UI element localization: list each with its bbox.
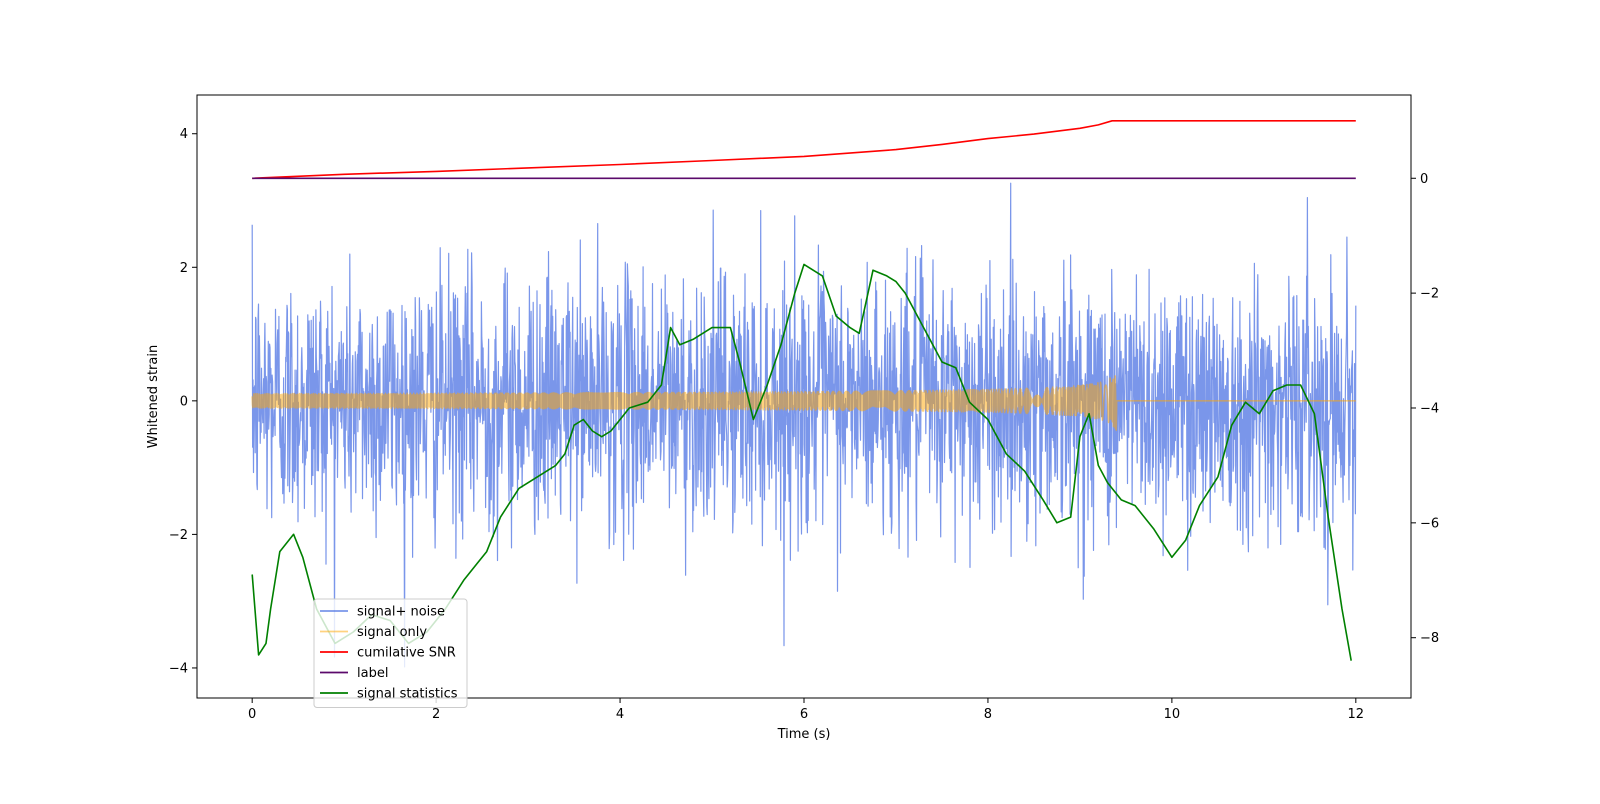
y2-tick-label: −6 (1420, 516, 1439, 531)
y-tick-label: −4 (169, 661, 188, 676)
y-tick-label: 4 (180, 127, 188, 142)
x-tick-label: 10 (1164, 707, 1181, 722)
series-line-cumilative-snr (252, 120, 1356, 180)
y2-tick-label: −2 (1420, 287, 1439, 302)
x-axis-label: Time (s) (777, 727, 831, 742)
legend-label: cumilative SNR (357, 646, 456, 661)
x-tick-label: 6 (800, 707, 808, 722)
y2-tick-label: 0 (1420, 172, 1428, 187)
y-axis-right: −8 −6 −4 −2 0 (1411, 172, 1439, 646)
y-axis-label: Whitened strain (146, 345, 161, 448)
x-tick-label: 2 (432, 707, 440, 722)
y-tick-label: −2 (169, 528, 188, 543)
series-line-signal-only (251, 375, 1357, 432)
legend-label: label (357, 666, 388, 681)
y-tick-label: 0 (180, 394, 188, 409)
legend-box (313, 598, 468, 708)
y-axis-left: −4 −2 0 2 4 (169, 127, 197, 676)
y2-tick-label: −8 (1420, 631, 1439, 646)
x-tick-label: 8 (984, 707, 992, 722)
legend: signal+ noise signal only cumilative SNR la… (313, 598, 468, 708)
x-tick-label: 4 (616, 707, 624, 722)
y2-tick-label: −4 (1420, 401, 1439, 416)
legend-label: signal+ noise (357, 605, 445, 620)
x-axis: 0 2 4 6 8 10 12 (248, 698, 1364, 722)
series-line-signal-noise (251, 182, 1357, 668)
y-tick-label: 2 (180, 261, 188, 276)
series-layer (251, 120, 1357, 668)
legend-label: signal only (357, 625, 427, 640)
legend-label: signal statistics (357, 687, 458, 702)
x-tick-label: 12 (1348, 707, 1365, 722)
x-tick-label: 0 (248, 707, 256, 722)
